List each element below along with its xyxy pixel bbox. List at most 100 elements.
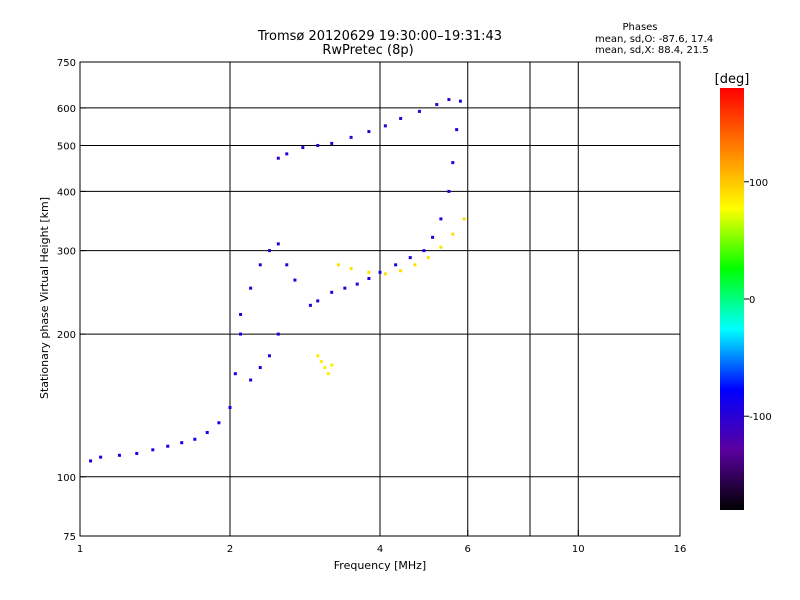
echo-point-2-5: [367, 277, 371, 281]
echo-point-4-6: [426, 256, 430, 260]
x-tick-label-5: 16: [674, 544, 687, 555]
y-tick-label-4: 400: [57, 187, 76, 198]
y-tick-label-0: 75: [63, 532, 76, 543]
y-tick-label-2: 200: [57, 330, 76, 341]
trace-4: [336, 217, 466, 276]
echo-point-2-0: [308, 303, 312, 307]
data-points: [89, 98, 466, 463]
y-axis-label: Stationary phase Virtual Height [km]: [38, 197, 51, 399]
echo-point-4-5: [413, 263, 417, 267]
chart-title: Tromsø 20120629 19:30:00–19:31:43: [257, 29, 502, 44]
echo-point-0-0: [89, 459, 93, 463]
y-tick-label-5: 500: [57, 141, 76, 152]
echo-point-2-2: [330, 290, 334, 294]
echo-point-5-3: [326, 372, 330, 376]
echo-point-5-1: [319, 360, 323, 364]
colorbar-tick-label-2: 100: [749, 178, 768, 189]
echo-point-1-1: [249, 286, 253, 290]
trace-2: [308, 99, 462, 307]
echo-point-3-11: [447, 98, 451, 102]
echo-point-3-0: [276, 156, 280, 160]
legend-title: Phases: [622, 22, 657, 33]
legend-entry-x: mean, sd,X: 88.4, 21.5: [595, 45, 709, 56]
echo-point-2-3: [343, 286, 347, 290]
axis-ticks: 1 2 4 6 10 16 75 100 200 300 400 500 600 750: [57, 58, 686, 555]
echo-point-3-6: [367, 130, 371, 134]
echo-point-5-0: [316, 354, 320, 358]
colorbar: [720, 88, 744, 510]
echo-point-0-10: [228, 406, 232, 410]
y-tick-label-7: 750: [57, 58, 76, 69]
echo-point-3-7: [383, 124, 387, 128]
echo-point-2-4: [355, 282, 359, 286]
echo-point-1-3: [267, 249, 271, 253]
echo-point-3-3: [316, 143, 320, 147]
echo-point-4-8: [451, 232, 455, 236]
echo-point-0-5: [166, 444, 170, 448]
echo-point-4-3: [383, 272, 387, 276]
legend-entry-o: mean, sd,O: -87.6, 17.4: [595, 34, 713, 45]
echo-point-1-10: [249, 378, 253, 382]
echo-point-1-7: [276, 332, 280, 336]
trace-1: [239, 242, 297, 382]
echo-point-3-2: [301, 146, 305, 150]
echo-point-0-11: [233, 372, 237, 376]
echo-point-3-9: [417, 109, 421, 113]
x-tick-label-3: 6: [465, 544, 471, 555]
x-tick-label-1: 2: [227, 544, 233, 555]
chart-subtitle: RwPretec (8p): [322, 43, 413, 58]
colorbar-tick-label-0: -100: [749, 412, 772, 423]
echo-point-1-6: [293, 278, 297, 282]
echo-point-4-9: [462, 217, 466, 221]
echo-point-0-12: [239, 332, 243, 336]
echo-point-1-4: [276, 242, 280, 246]
echo-point-2-6: [378, 270, 382, 274]
y-tick-label-1: 100: [57, 473, 76, 484]
trace-0: [89, 332, 243, 463]
echo-point-4-4: [399, 269, 403, 273]
echo-point-0-3: [135, 451, 139, 455]
echo-point-0-4: [151, 448, 155, 452]
echo-point-3-1: [285, 152, 289, 156]
echo-point-1-8: [267, 354, 271, 358]
colorbar-ticks: -100 0 100: [744, 178, 772, 423]
trace-3: [276, 98, 451, 160]
echo-point-3-4: [330, 141, 334, 145]
echo-point-0-6: [180, 441, 184, 445]
echo-point-2-1: [316, 299, 320, 303]
x-tick-label-0: 1: [77, 544, 83, 555]
colorbar-label: [deg]: [715, 72, 750, 87]
echo-point-0-9: [217, 421, 221, 425]
echo-point-2-12: [447, 189, 451, 193]
echo-point-2-10: [431, 235, 435, 239]
echo-point-1-0: [239, 312, 243, 316]
echo-point-0-8: [205, 430, 209, 434]
echo-point-0-1: [99, 455, 103, 459]
echo-point-1-2: [258, 263, 262, 267]
echo-point-4-2: [367, 270, 371, 274]
x-tick-label-4: 10: [572, 544, 585, 555]
echo-point-3-8: [399, 116, 403, 120]
echo-point-1-5: [285, 263, 289, 267]
echo-point-2-13: [451, 161, 455, 165]
echo-point-2-11: [439, 217, 443, 221]
echo-point-2-15: [458, 99, 462, 103]
colorbar-tick-label-1: 0: [749, 295, 755, 306]
echo-point-4-1: [349, 267, 353, 271]
echo-point-5-2: [323, 366, 327, 370]
echo-point-2-8: [408, 256, 412, 260]
echo-point-1-9: [258, 366, 262, 370]
x-axis-label: Frequency [MHz]: [334, 559, 426, 572]
echo-point-2-7: [394, 263, 398, 267]
echo-point-4-0: [336, 263, 340, 267]
trace-5: [316, 354, 334, 376]
echo-point-3-10: [435, 103, 439, 107]
y-tick-label-6: 600: [57, 104, 76, 115]
echo-point-3-5: [349, 135, 353, 139]
echo-point-4-7: [439, 245, 443, 249]
y-tick-label-3: 300: [57, 247, 76, 258]
echo-point-0-7: [193, 437, 197, 441]
echo-point-0-2: [117, 453, 121, 457]
x-tick-label-2: 4: [377, 544, 383, 555]
